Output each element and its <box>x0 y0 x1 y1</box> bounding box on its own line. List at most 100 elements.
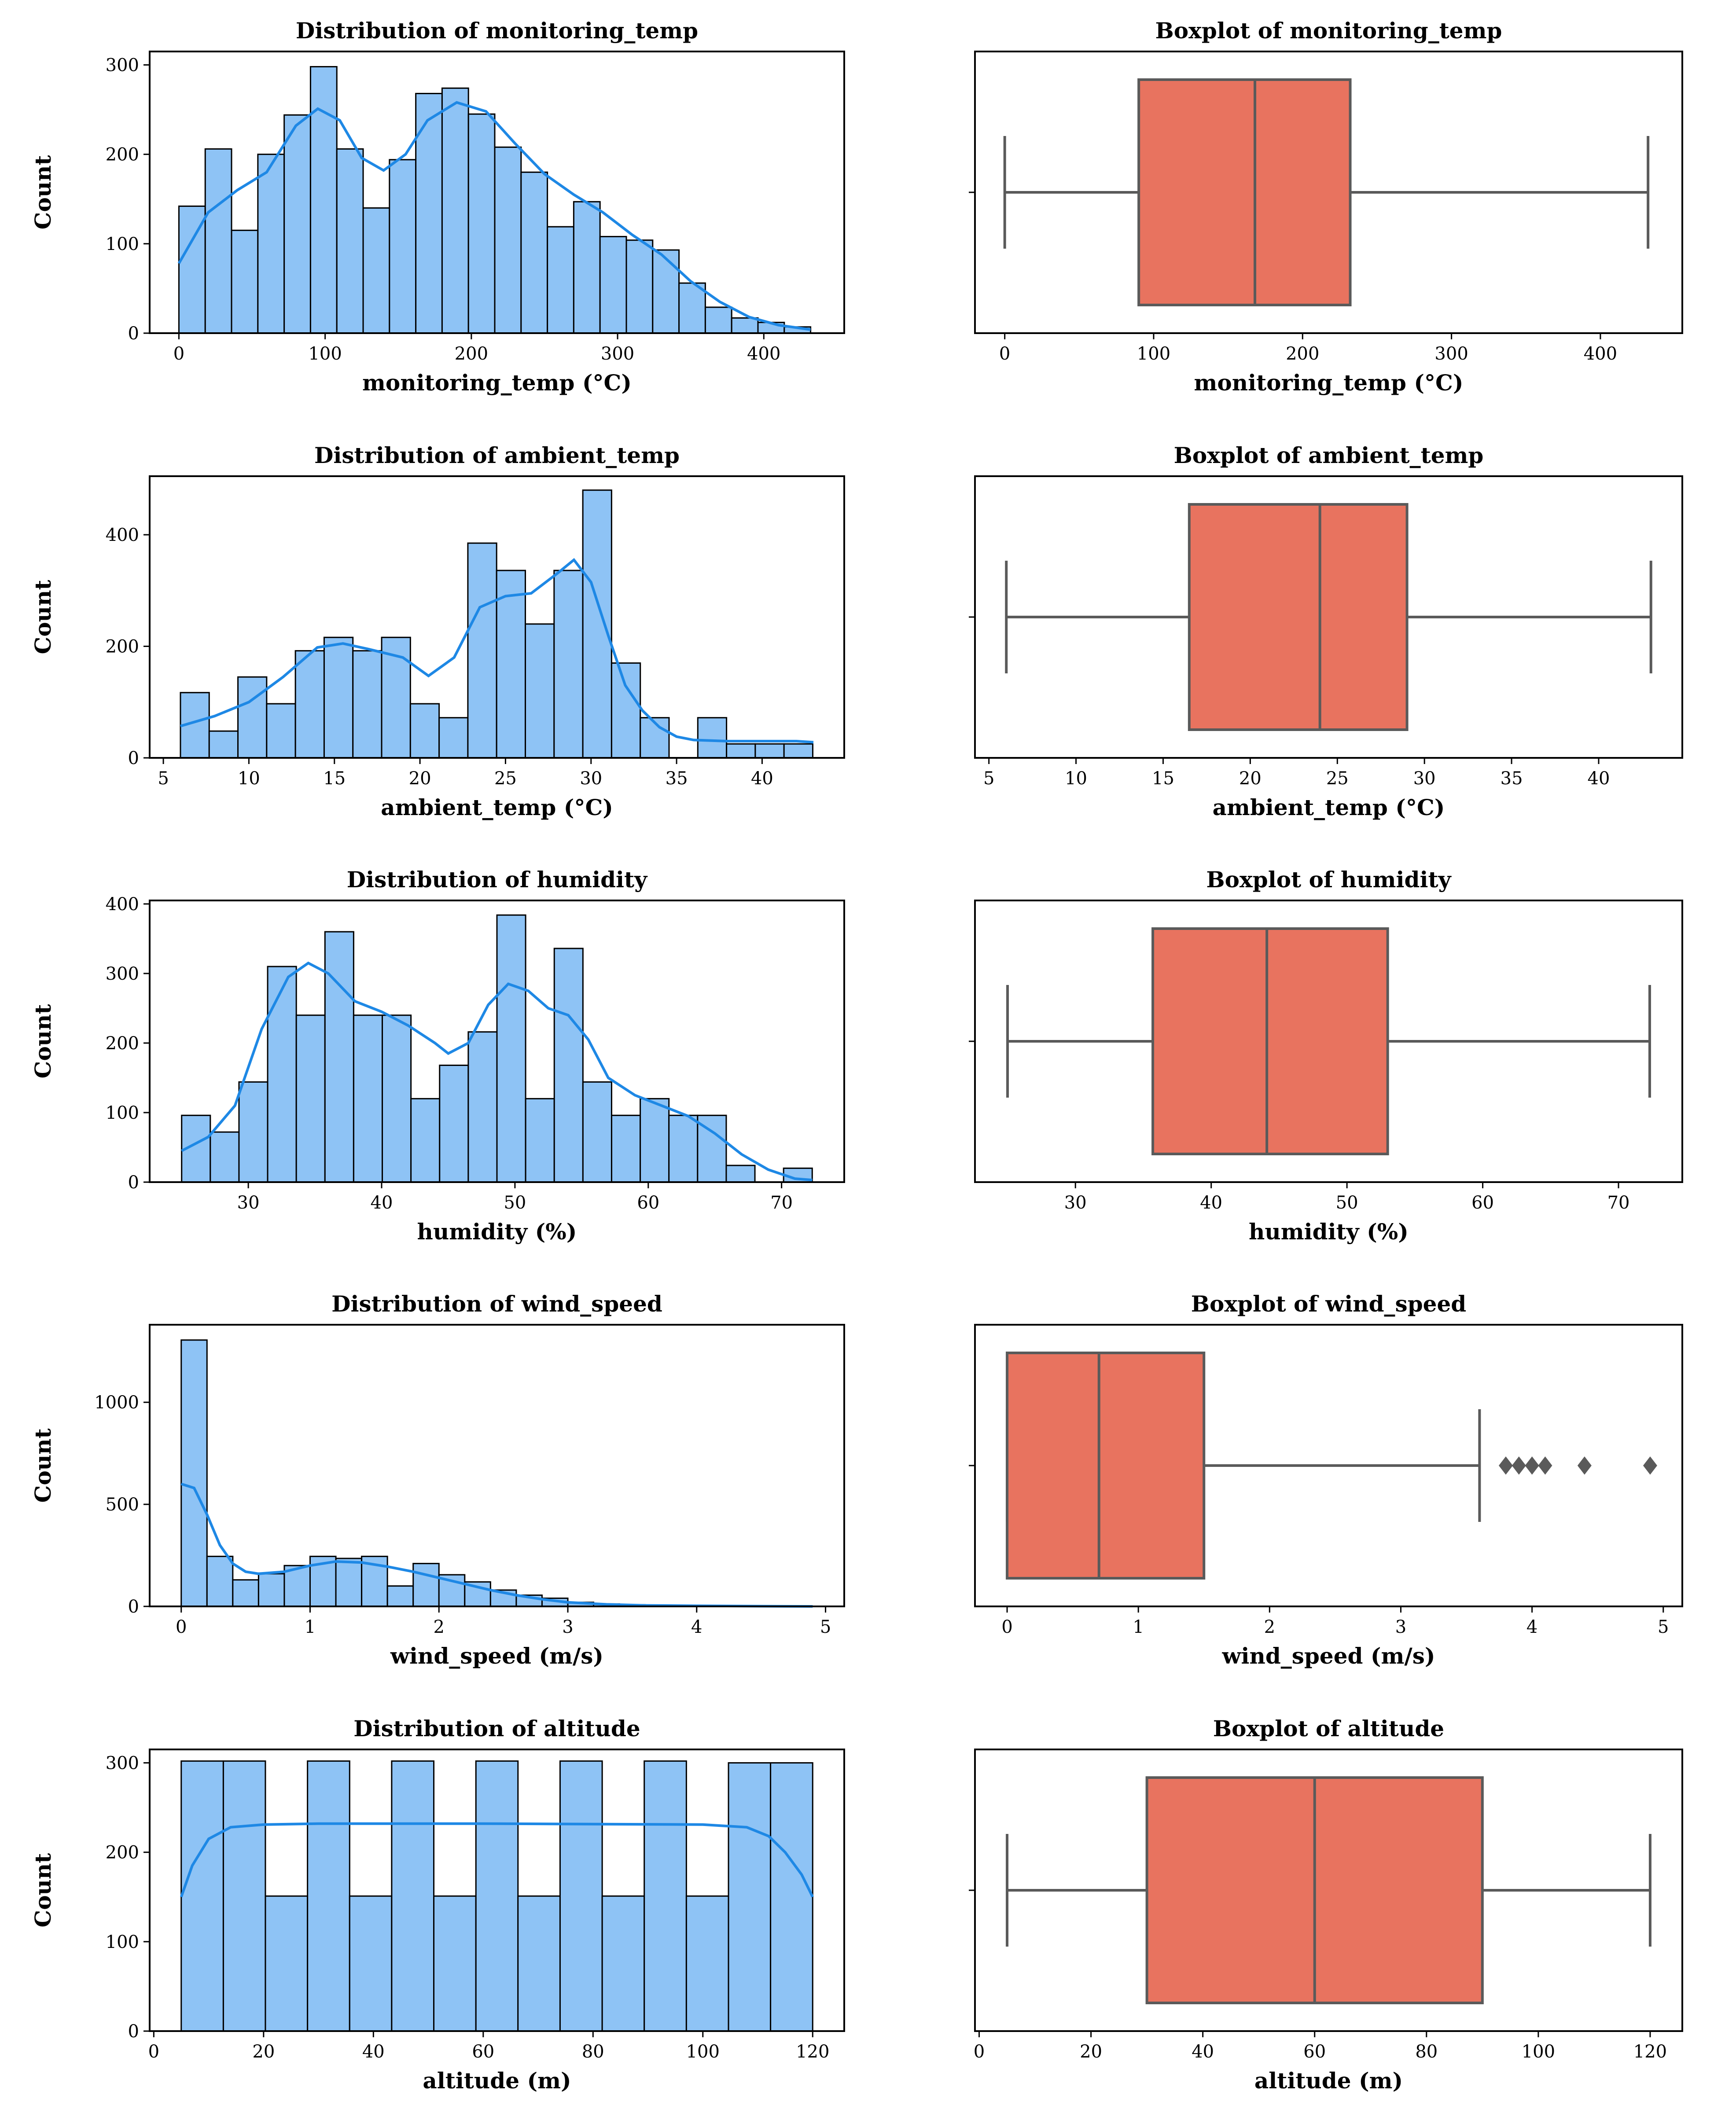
kde-line <box>180 558 814 744</box>
axes-frame <box>974 475 1683 759</box>
x-tick-label: 25 <box>1326 768 1349 789</box>
histogram-bar <box>180 1339 208 1607</box>
x-tick-label: 70 <box>1607 1193 1630 1213</box>
histogram-bar <box>525 623 555 759</box>
histogram-bar <box>283 114 311 334</box>
x-axis-label: ambient_temp (°C) <box>381 794 613 820</box>
histogram-bar <box>441 87 469 334</box>
x-tick-label: 0 <box>999 344 1010 364</box>
histogram-bar <box>267 966 297 1183</box>
histogram-bar <box>668 1114 699 1183</box>
y-tick-label: 200 <box>106 1843 139 1863</box>
histogram-bar <box>559 1760 603 2032</box>
histogram-bar <box>386 1585 414 1607</box>
histogram-bar <box>309 66 338 334</box>
iqr-box <box>1151 927 1389 1155</box>
x-tick-label: 3 <box>562 1617 573 1637</box>
histogram-bar <box>412 1563 440 1607</box>
chart-title: Distribution of monitoring_temp <box>296 18 698 44</box>
x-tick-label: 35 <box>666 768 688 789</box>
histogram-bar <box>573 201 601 334</box>
chart-1: Distribution of monitoring_temp 0 100 200 30… <box>30 18 845 396</box>
x-tick-label: 2 <box>1264 1617 1275 1637</box>
iqr-box <box>1188 503 1409 731</box>
histogram-bar <box>353 1014 383 1183</box>
x-tick-label: 100 <box>686 2042 720 2062</box>
x-tick-label: 60 <box>1303 2042 1326 2062</box>
axes-frame <box>974 900 1683 1183</box>
histogram-bar <box>307 1760 350 2032</box>
chart-7: Distribution of wind_speed 0 500 1000 Count 0… <box>30 1291 845 1669</box>
axes-frame <box>149 1749 845 2032</box>
x-tick-label: 50 <box>504 1193 526 1213</box>
histogram-bar <box>381 636 411 759</box>
histogram-bar <box>553 569 584 759</box>
chart-title: Boxplot of altitude <box>1213 1716 1444 1742</box>
histogram-bar <box>257 154 285 334</box>
y-tick-label: 100 <box>106 1932 139 1952</box>
histogram-bar <box>640 717 670 759</box>
histogram-bar <box>726 743 756 759</box>
x-tick-label: 3 <box>1395 1617 1406 1637</box>
y-tick-label: 300 <box>106 55 139 75</box>
x-tick-label: 20 <box>409 768 431 789</box>
histogram-bar <box>266 703 296 759</box>
histogram-bar <box>295 1014 326 1183</box>
chart-title: Distribution of wind_speed <box>331 1291 662 1317</box>
histogram-bar <box>389 159 417 334</box>
y-tick-label: 100 <box>106 234 139 254</box>
x-tick-label: 5 <box>983 768 994 789</box>
histogram-bar <box>652 249 680 334</box>
histogram-bar <box>582 489 612 759</box>
x-tick-label: 100 <box>1522 2042 1555 2062</box>
y-tick-label: 0 <box>128 1172 139 1193</box>
x-tick-label: 80 <box>1415 2042 1438 2062</box>
histogram-bar <box>475 1760 519 2032</box>
axes-frame <box>974 1324 1683 1607</box>
histogram-bar <box>582 1081 612 1183</box>
histogram-bar <box>391 1760 435 2032</box>
outlier-point <box>1643 1456 1657 1475</box>
chart-title: Distribution of ambient_temp <box>314 442 680 468</box>
x-axis-label: monitoring_temp (°C) <box>362 370 632 396</box>
y-tick-label: 0 <box>128 748 139 768</box>
x-tick-label: 0 <box>176 1617 187 1637</box>
chart-3: Distribution of ambient_temp 0 200 400 Count… <box>30 442 845 820</box>
y-tick-label: 500 <box>106 1495 139 1515</box>
chart-6: Boxplot of humidity 30 40 50 60 70 humidity (%… <box>969 867 1683 1245</box>
x-axis-label: wind_speed (m/s) <box>1221 1643 1435 1669</box>
histogram-bar <box>494 146 522 334</box>
x-tick-label: 4 <box>691 1617 702 1637</box>
chart-9: Distribution of altitude 0 100 200 300 Count 0… <box>30 1716 845 2094</box>
histogram-bar <box>496 914 526 1183</box>
histogram-bar <box>180 1760 224 2032</box>
histogram-bar <box>601 1895 645 2032</box>
x-tick-label: 40 <box>751 768 773 789</box>
x-tick-label: 40 <box>362 2042 385 2062</box>
chart-title: Boxplot of humidity <box>1206 867 1452 893</box>
axes-frame <box>149 1324 845 1607</box>
histogram-bar <box>467 542 497 759</box>
x-tick-label: 30 <box>237 1193 260 1213</box>
y-tick-label: 200 <box>106 1033 139 1054</box>
chart-title: Boxplot of monitoring_temp <box>1155 18 1502 44</box>
histogram-bar <box>770 1762 813 2032</box>
x-axis-label: wind_speed (m/s) <box>390 1643 603 1669</box>
y-axis-label: Count <box>30 1429 56 1503</box>
histogram-bar <box>644 1760 687 2032</box>
histogram-bar <box>210 1131 240 1183</box>
y-tick-label: 200 <box>106 637 139 657</box>
histogram-bar <box>323 636 354 759</box>
axes-frame <box>149 475 845 759</box>
y-tick-label: 0 <box>128 323 139 344</box>
histogram-bar <box>232 1579 259 1607</box>
x-axis-label: humidity (%) <box>417 1219 577 1245</box>
y-tick-label: 100 <box>106 1103 139 1123</box>
histogram-bar <box>517 1895 561 2032</box>
y-tick-label: 400 <box>106 894 139 915</box>
histogram-bar <box>204 148 232 334</box>
histogram-bar <box>625 239 654 334</box>
x-tick-label: 20 <box>1239 768 1262 789</box>
x-tick-label: 1 <box>305 1617 316 1637</box>
